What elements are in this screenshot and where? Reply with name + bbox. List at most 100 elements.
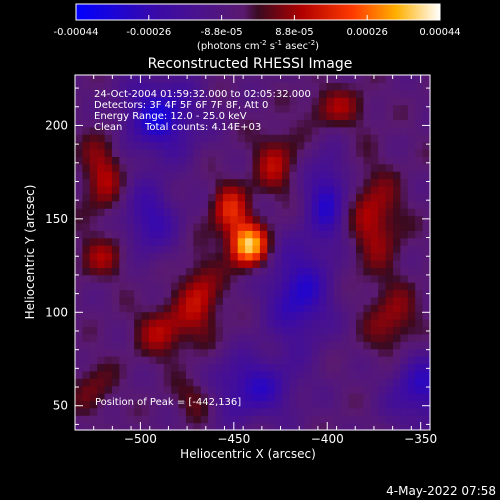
heatmap-cell [282, 378, 291, 387]
heatmap-cell [311, 363, 320, 372]
heatmap-cell [415, 348, 424, 357]
heatmap-cell [296, 319, 305, 328]
heatmap-cell [252, 267, 261, 276]
heatmap-cell [178, 267, 187, 276]
heatmap-cell [185, 200, 194, 209]
heatmap-cell [178, 230, 187, 239]
heatmap-cell [215, 222, 224, 231]
heatmap-cell [200, 222, 209, 231]
heatmap-cell [259, 333, 268, 342]
heatmap-cell [259, 193, 268, 202]
heatmap-cell [319, 252, 328, 261]
heatmap-cell [82, 282, 91, 291]
heatmap-cell [119, 134, 128, 143]
heatmap-cell [193, 274, 202, 283]
heatmap-cell [259, 363, 268, 372]
heatmap-cell [215, 311, 224, 320]
heatmap-cell [200, 156, 209, 165]
heatmap-cell [400, 230, 409, 239]
heatmap-cell [393, 296, 402, 305]
heatmap-cell [200, 97, 209, 106]
heatmap-cell [422, 82, 431, 91]
heatmap-cell [245, 126, 254, 135]
heatmap-cell [163, 111, 172, 120]
heatmap-cell [185, 296, 194, 305]
heatmap-cell [378, 185, 387, 194]
heatmap-cell [185, 378, 194, 387]
heatmap-cell [341, 222, 350, 231]
heatmap-cell [200, 267, 209, 276]
heatmap-cell [311, 267, 320, 276]
heatmap-cell [82, 363, 91, 372]
heatmap-cell [274, 400, 283, 409]
heatmap-cell [89, 208, 98, 217]
heatmap-cell [141, 119, 150, 128]
heatmap-cell [400, 178, 409, 187]
annotation-peak-position: Position of Peak = [-442,136] [95, 397, 242, 408]
heatmap-cell [104, 200, 113, 209]
heatmap-cell [148, 282, 157, 291]
heatmap-cell [119, 348, 128, 357]
heatmap-cell [104, 185, 113, 194]
heatmap-cell [267, 208, 276, 217]
heatmap-cell [222, 75, 231, 83]
heatmap-cell [148, 97, 157, 106]
heatmap-cell [385, 75, 394, 83]
heatmap-cell [163, 126, 172, 135]
heatmap-cell [185, 237, 194, 246]
heatmap-cell [363, 215, 372, 224]
heatmap-cell [296, 407, 305, 416]
heatmap-cell [341, 274, 350, 283]
heatmap-cell [259, 134, 268, 143]
heatmap-cell [104, 215, 113, 224]
plot-frame [74, 74, 431, 431]
heatmap-cell [311, 341, 320, 350]
heatmap-cell [215, 126, 224, 135]
heatmap-cell [385, 104, 394, 113]
heatmap-cell [319, 208, 328, 217]
heatmap-cell [200, 163, 209, 172]
heatmap-cell [193, 282, 202, 291]
heatmap-cell [252, 82, 261, 91]
heatmap-cell [119, 326, 128, 335]
heatmap-cell [304, 319, 313, 328]
heatmap-cell [89, 267, 98, 276]
heatmap-cell [267, 193, 276, 202]
heatmap-cell [304, 267, 313, 276]
heatmap-cell [163, 82, 172, 91]
heatmap-cell [326, 422, 335, 431]
heatmap-cell [178, 104, 187, 113]
heatmap-cell [319, 311, 328, 320]
heatmap-cell [171, 193, 180, 202]
heatmap-cell [89, 326, 98, 335]
heatmap-cell [282, 356, 291, 365]
heatmap-cell [252, 97, 261, 106]
heatmap-cell [171, 274, 180, 283]
heatmap-cell [230, 356, 239, 365]
heatmap-cell [134, 126, 143, 135]
heatmap-cell [370, 171, 379, 180]
heatmap-cell [341, 171, 350, 180]
heatmap-cell [171, 178, 180, 187]
heatmap-cell [259, 89, 268, 98]
heatmap-cell [370, 289, 379, 298]
heatmap-cell [97, 200, 106, 209]
heatmap-cell [185, 126, 194, 135]
heatmap-cell [274, 237, 283, 246]
heatmap-cell [400, 326, 409, 335]
heatmap-cell [326, 237, 335, 246]
heatmap-cell [326, 185, 335, 194]
heatmap-cell [200, 230, 209, 239]
heatmap-cell [385, 304, 394, 313]
heatmap-cell [245, 111, 254, 120]
heatmap-cell [75, 378, 83, 387]
heatmap-cell [126, 237, 135, 246]
heatmap-cell [296, 163, 305, 172]
heatmap-cell [104, 230, 113, 239]
heatmap-cell [104, 75, 113, 83]
heatmap-cell [104, 208, 113, 217]
heatmap-cell [185, 259, 194, 268]
heatmap-cell [185, 208, 194, 217]
heatmap-cell [104, 282, 113, 291]
heatmap-cell [259, 215, 268, 224]
